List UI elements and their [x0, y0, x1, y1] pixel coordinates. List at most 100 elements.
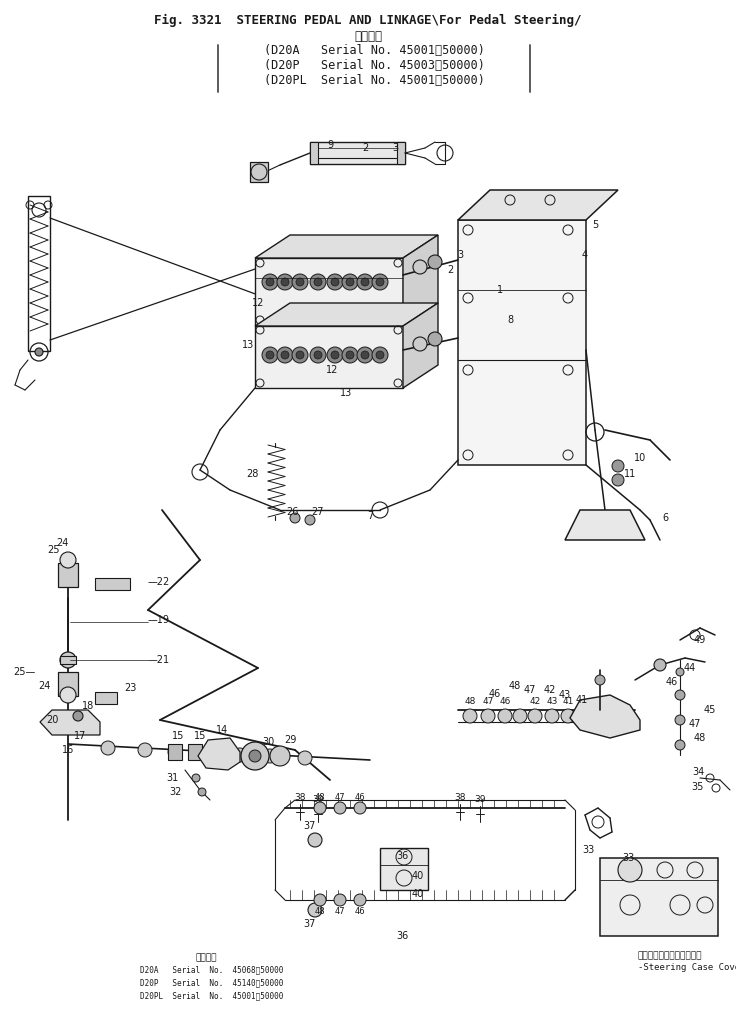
Circle shape	[595, 675, 605, 685]
Circle shape	[676, 668, 684, 676]
Circle shape	[675, 690, 685, 700]
Circle shape	[346, 351, 354, 359]
Text: 24: 24	[38, 681, 50, 691]
Text: 13: 13	[340, 388, 352, 398]
Text: 49: 49	[694, 635, 706, 645]
Text: 39: 39	[312, 796, 324, 804]
Circle shape	[498, 709, 512, 723]
Text: 48: 48	[509, 681, 521, 691]
Text: 48: 48	[315, 794, 325, 802]
Text: 34: 34	[692, 767, 704, 777]
Circle shape	[314, 802, 326, 814]
Circle shape	[354, 893, 366, 906]
Text: -Steering Case Cover: -Steering Case Cover	[638, 963, 736, 973]
Circle shape	[296, 351, 304, 359]
Text: 11: 11	[624, 469, 636, 479]
Circle shape	[305, 515, 315, 525]
Text: 12: 12	[252, 298, 264, 308]
Text: 18: 18	[82, 701, 94, 711]
Text: 40: 40	[412, 889, 424, 899]
Text: —22: —22	[148, 577, 170, 587]
Circle shape	[241, 741, 269, 770]
Text: 15: 15	[171, 731, 184, 741]
Text: (D20PL  Serial No. 45001～50000): (D20PL Serial No. 45001～50000)	[263, 74, 484, 87]
Text: 47: 47	[524, 685, 537, 695]
Text: 27: 27	[312, 507, 325, 517]
Text: 46: 46	[489, 689, 501, 699]
Bar	[28, 196, 50, 351]
Text: 40: 40	[412, 871, 424, 881]
Circle shape	[327, 274, 343, 290]
Circle shape	[138, 743, 152, 757]
Circle shape	[308, 903, 322, 917]
Text: 23: 23	[124, 683, 136, 693]
Circle shape	[342, 347, 358, 363]
Circle shape	[296, 278, 304, 286]
Bar	[600, 858, 718, 936]
Text: D20A   Serial  No.  45068～50000: D20A Serial No. 45068～50000	[140, 965, 283, 975]
Text: —21: —21	[148, 655, 170, 665]
Circle shape	[35, 348, 43, 356]
Text: 42: 42	[544, 685, 556, 695]
Circle shape	[262, 347, 278, 363]
Bar	[397, 142, 405, 164]
Text: 1: 1	[497, 286, 503, 295]
Text: 20: 20	[46, 715, 58, 725]
Circle shape	[361, 351, 369, 359]
Circle shape	[101, 741, 115, 755]
Circle shape	[314, 278, 322, 286]
Circle shape	[292, 274, 308, 290]
Circle shape	[298, 751, 312, 765]
Text: 5: 5	[592, 220, 598, 230]
Text: 35: 35	[692, 782, 704, 792]
Circle shape	[376, 351, 384, 359]
Text: 47: 47	[335, 908, 345, 916]
Circle shape	[277, 274, 293, 290]
Text: 8: 8	[507, 315, 513, 325]
Circle shape	[168, 745, 182, 759]
Text: 38: 38	[294, 794, 305, 802]
Circle shape	[277, 347, 293, 363]
Bar	[58, 563, 78, 587]
Text: D20PL  Serial  No.  45001～50000: D20PL Serial No. 45001～50000	[140, 991, 283, 1000]
Text: 29: 29	[284, 735, 296, 745]
Text: 48: 48	[315, 908, 325, 916]
Circle shape	[308, 833, 322, 847]
Text: 47: 47	[482, 697, 494, 707]
Text: 適用号機: 適用号機	[195, 953, 216, 962]
Text: 33: 33	[582, 845, 594, 855]
Text: ステアリングケースカバー: ステアリングケースカバー	[638, 951, 702, 960]
Text: 24: 24	[56, 538, 68, 548]
Text: 13: 13	[242, 340, 254, 350]
Bar	[188, 744, 202, 760]
Text: 47: 47	[335, 794, 345, 802]
Circle shape	[376, 278, 384, 286]
Polygon shape	[255, 235, 438, 258]
Circle shape	[372, 347, 388, 363]
Text: 9: 9	[327, 140, 333, 150]
Text: (D20P   Serial No. 45003～50000): (D20P Serial No. 45003～50000)	[263, 59, 484, 72]
Bar	[310, 142, 405, 164]
Text: 48: 48	[694, 733, 706, 743]
Bar	[95, 578, 130, 589]
Polygon shape	[40, 710, 100, 735]
Circle shape	[266, 278, 274, 286]
Circle shape	[233, 748, 247, 762]
Text: 42: 42	[529, 697, 541, 707]
Circle shape	[310, 347, 326, 363]
Text: 26: 26	[286, 507, 298, 517]
Text: 3: 3	[457, 250, 463, 260]
Text: 31: 31	[166, 773, 178, 783]
Polygon shape	[458, 190, 618, 220]
Circle shape	[331, 278, 339, 286]
Text: 47: 47	[689, 719, 701, 729]
Text: 39: 39	[474, 796, 486, 804]
Text: 25: 25	[48, 545, 60, 555]
Circle shape	[354, 802, 366, 814]
Polygon shape	[565, 510, 645, 540]
Circle shape	[263, 749, 277, 763]
Circle shape	[481, 709, 495, 723]
Text: 41: 41	[576, 695, 588, 705]
Circle shape	[266, 351, 274, 359]
Text: 15: 15	[194, 731, 206, 741]
